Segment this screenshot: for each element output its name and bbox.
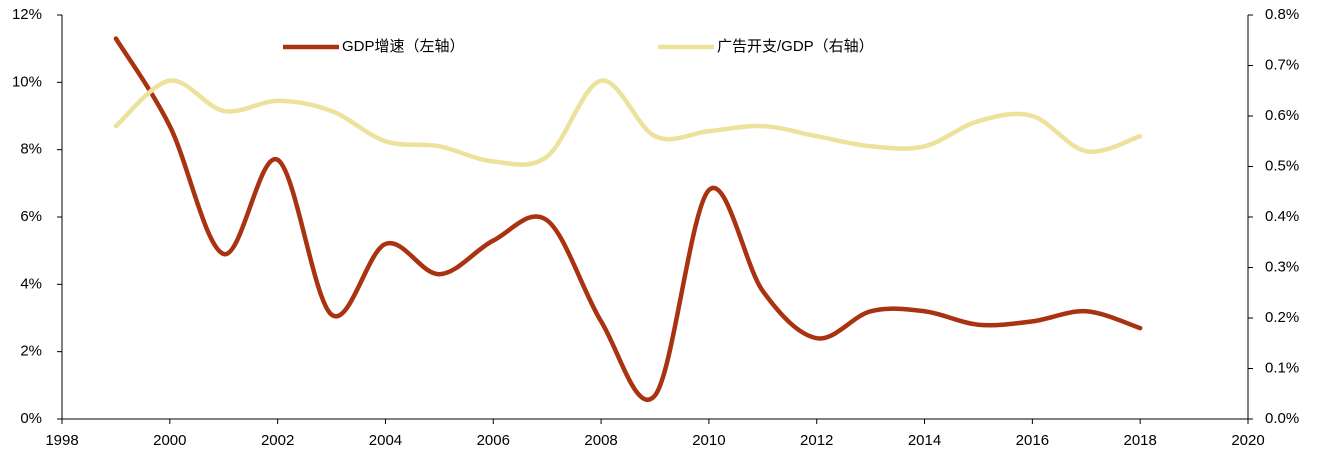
y2-tick-label: 0.2% [1265, 309, 1299, 326]
y-tick-label: 0% [20, 410, 42, 427]
y2-tick-label: 0.0% [1265, 410, 1299, 427]
y2-tick-label: 0.7% [1265, 56, 1299, 73]
x-tick-label: 2014 [908, 432, 941, 449]
x-tick-label: 2020 [1231, 432, 1264, 449]
y2-tick-label: 0.3% [1265, 258, 1299, 275]
y-tick-label: 12% [12, 6, 42, 23]
x-tick-label: 2016 [1016, 432, 1049, 449]
legend-label: 广告开支/GDP（右轴） [717, 38, 874, 55]
y2-tick-label: 0.6% [1265, 107, 1299, 124]
x-tick-label: 2006 [477, 432, 510, 449]
y-tick-label: 10% [12, 73, 42, 90]
legend-label: GDP增速（左轴） [342, 38, 465, 55]
x-tick-label: 2018 [1123, 432, 1156, 449]
x-tick-label: 1998 [45, 432, 78, 449]
x-tick-label: 2012 [800, 432, 833, 449]
y-tick-label: 2% [20, 343, 42, 360]
y2-tick-label: 0.1% [1265, 359, 1299, 376]
series-line [113, 78, 1143, 167]
x-tick-label: 2008 [584, 432, 617, 449]
y2-tick-label: 0.8% [1265, 6, 1299, 23]
series-line [113, 36, 1143, 402]
y-tick-label: 8% [20, 141, 42, 158]
x-tick-label: 2000 [153, 432, 186, 449]
y-tick-label: 6% [20, 208, 42, 225]
y2-tick-label: 0.4% [1265, 208, 1299, 225]
y2-tick-label: 0.5% [1265, 157, 1299, 174]
x-tick-label: 2010 [692, 432, 725, 449]
y-tick-label: 4% [20, 275, 42, 292]
x-tick-label: 2002 [261, 432, 294, 449]
x-tick-label: 2004 [369, 432, 402, 449]
